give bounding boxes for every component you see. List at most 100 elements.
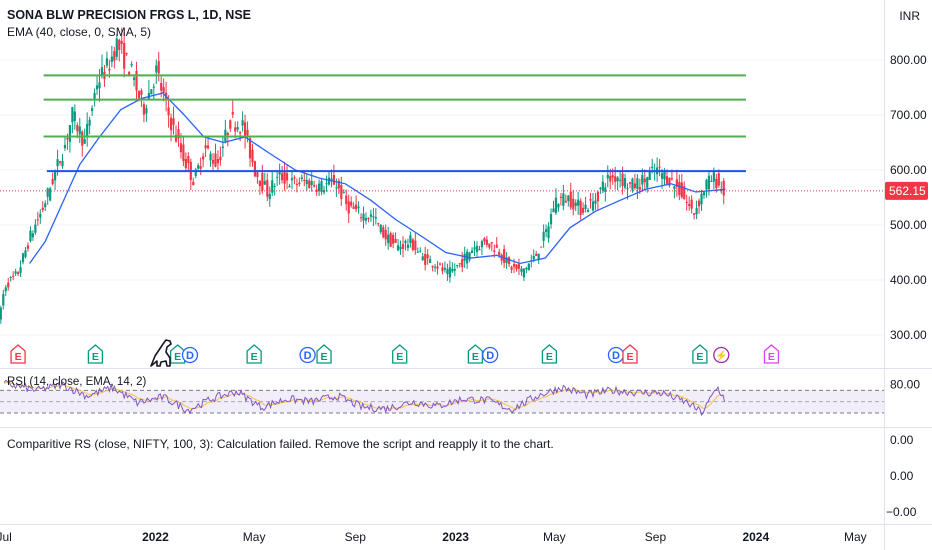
- candle-body: [330, 178, 333, 182]
- candle-body: [596, 191, 600, 202]
- candle-body: [470, 250, 474, 254]
- candle-body: [458, 263, 461, 265]
- earnings-event-icon[interactable]: [392, 344, 408, 364]
- earnings-event-icon[interactable]: [692, 344, 708, 364]
- candle-body: [184, 158, 187, 169]
- candle-body: [697, 200, 701, 207]
- dividend-event-icon[interactable]: [482, 346, 499, 364]
- candle-body: [298, 182, 301, 185]
- dividend-event-icon[interactable]: [299, 346, 316, 364]
- candle-body: [145, 108, 148, 114]
- candle-body: [56, 159, 59, 167]
- candle-body: [498, 251, 501, 256]
- candle-body: [483, 238, 486, 242]
- candle-body: [377, 223, 380, 225]
- rsi-indicator-label[interactable]: RSI (14, close, EMA, 14, 2): [7, 376, 147, 388]
- candle-body: [387, 234, 390, 244]
- candle-body: [221, 146, 224, 148]
- candle-body: [12, 275, 15, 277]
- candle-body: [515, 264, 518, 270]
- candle-body: [537, 253, 540, 260]
- candle-body: [710, 181, 713, 183]
- candle-body: [73, 111, 76, 122]
- time-tick-label: May: [543, 530, 566, 544]
- candle-body: [594, 200, 597, 204]
- candle-body: [660, 173, 664, 179]
- candle-body: [406, 244, 410, 248]
- dividend-event-icon[interactable]: [181, 346, 199, 364]
- candle-body: [300, 177, 303, 180]
- candle-body: [567, 195, 570, 202]
- candle-body: [707, 175, 711, 190]
- candle-body: [202, 156, 205, 160]
- candle-body: [288, 185, 291, 188]
- symbol-title[interactable]: SONA BLW PRECISION FRGS L, 1D, NSE: [7, 8, 252, 22]
- candle-body: [216, 159, 220, 164]
- currency-label[interactable]: INR: [899, 9, 920, 23]
- candle-body: [399, 246, 402, 250]
- candle-body: [392, 234, 395, 244]
- candle-body: [414, 240, 417, 251]
- earnings-event-icon[interactable]: [10, 344, 26, 364]
- time-tick-label: 2023: [442, 530, 469, 544]
- candle-body: [372, 216, 375, 218]
- earnings-event-icon[interactable]: [763, 344, 780, 364]
- candle-body: [248, 138, 252, 159]
- candle-body: [4, 287, 7, 292]
- earnings-event-icon[interactable]: [316, 344, 332, 364]
- candle-body: [271, 180, 274, 193]
- earnings-event-icon[interactable]: [87, 344, 104, 364]
- split-event-icon[interactable]: [713, 346, 730, 364]
- candle-body: [670, 178, 674, 180]
- candle-body: [355, 204, 358, 210]
- earnings-event-icon[interactable]: [246, 344, 262, 364]
- candle-body: [559, 196, 562, 198]
- earnings-event-icon[interactable]: [467, 344, 484, 364]
- candle-body: [702, 192, 706, 196]
- candle-body: [31, 233, 34, 238]
- candle-body: [95, 85, 99, 90]
- candle-body: [601, 181, 604, 191]
- candle-body: [680, 182, 683, 198]
- candle-body: [280, 173, 284, 181]
- candle-body: [71, 107, 74, 123]
- ema-indicator-label[interactable]: EMA (40, close, 0, SMA, 5): [7, 25, 152, 39]
- candle-body: [174, 134, 178, 142]
- ema-line: [29, 92, 726, 265]
- candle-body: [16, 272, 20, 274]
- candle-body: [214, 153, 217, 167]
- candle-body: [623, 177, 627, 188]
- candle-body: [24, 250, 27, 257]
- candle-body: [352, 206, 355, 209]
- candle-body: [675, 179, 678, 187]
- candle-body: [369, 214, 373, 217]
- earnings-event-icon[interactable]: [622, 344, 638, 364]
- candle-body: [468, 252, 471, 260]
- candle-body: [374, 217, 377, 219]
- candle-body: [517, 264, 521, 269]
- candle-body: [421, 256, 424, 261]
- candle-body: [83, 139, 86, 144]
- earnings-event-icon[interactable]: [541, 344, 558, 364]
- candle-body: [579, 200, 582, 216]
- candle-body: [219, 156, 222, 161]
- candle-body: [263, 181, 266, 185]
- candle-body: [147, 93, 150, 99]
- candle-body: [58, 161, 62, 163]
- candle-body: [547, 226, 550, 239]
- earnings-event-icon[interactable]: [169, 344, 186, 364]
- candle-body: [123, 42, 126, 69]
- candle-body: [382, 227, 385, 238]
- candle-body: [229, 120, 232, 129]
- candle-body: [717, 173, 720, 186]
- candle-body: [115, 38, 118, 57]
- candle-body: [132, 77, 136, 80]
- time-tick-label: 2024: [742, 530, 769, 544]
- candle-body: [695, 208, 698, 215]
- candle-body: [308, 180, 311, 188]
- candle-body: [313, 184, 316, 187]
- earnings-event-letter: E: [92, 351, 99, 363]
- candle-body: [473, 247, 476, 250]
- candle-body: [493, 250, 496, 252]
